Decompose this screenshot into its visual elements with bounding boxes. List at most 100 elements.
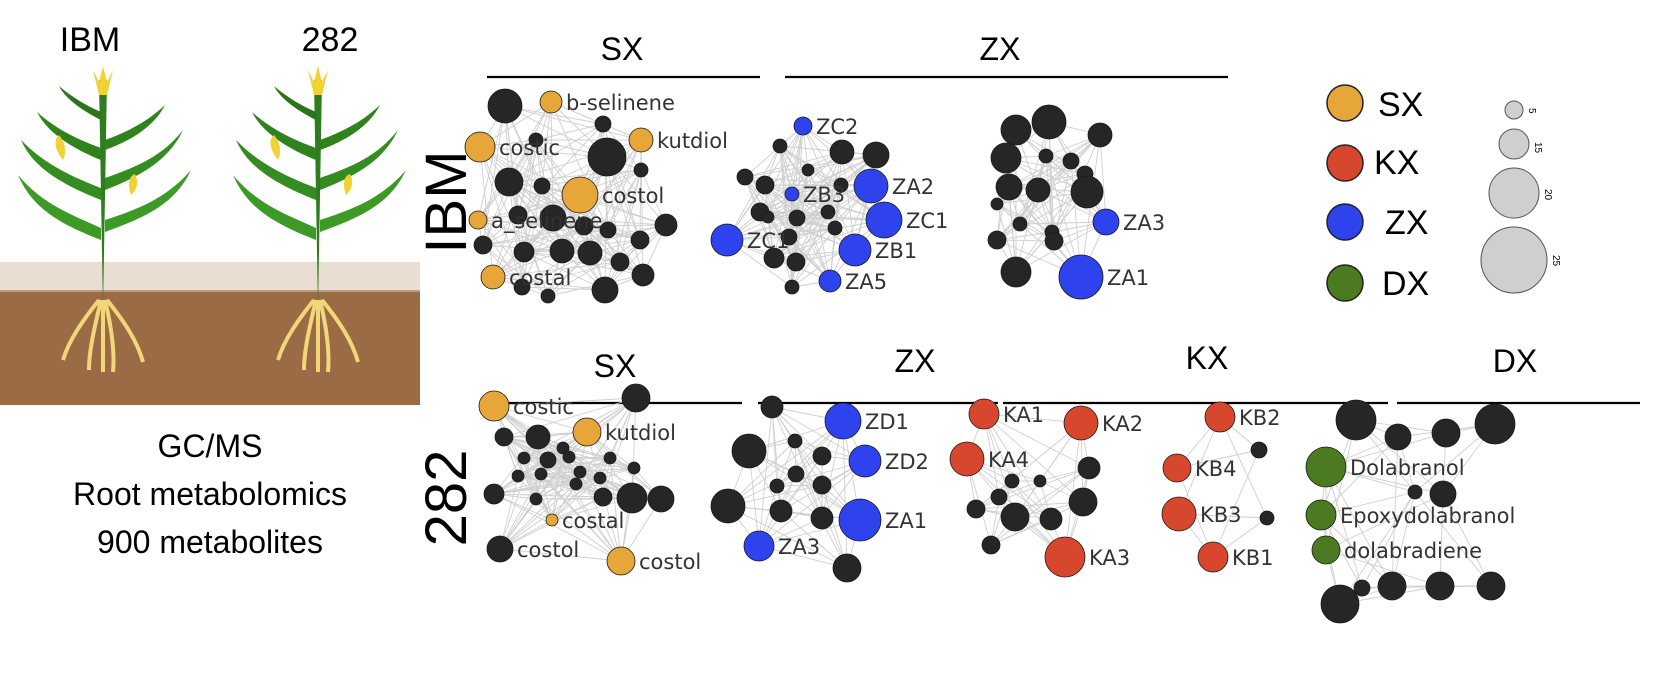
network-edge [771, 406, 866, 462]
network-edge [499, 548, 622, 562]
network-edge [788, 169, 809, 238]
metabolite-node [1476, 571, 1506, 601]
metabolite-node [1068, 487, 1098, 517]
network-edge [1414, 491, 1492, 587]
network-edge [499, 483, 577, 550]
population-label-282: 282 [302, 21, 359, 59]
network-edge [504, 105, 642, 141]
network-edge [479, 146, 494, 278]
metabolite-node [562, 450, 576, 464]
network-edge [1212, 449, 1260, 558]
network-edge [744, 125, 804, 178]
network-edge [1325, 466, 1393, 587]
network-edge [996, 191, 1088, 241]
network-edge [607, 169, 642, 231]
metabolite-node [627, 461, 641, 475]
row-label-282: 282 [414, 450, 479, 547]
metabolite-node [820, 204, 836, 220]
metabolite-node [786, 252, 806, 272]
group-header-sx: SX [601, 31, 644, 67]
size-scale-circle [1504, 100, 1524, 120]
network-edge [604, 169, 642, 291]
network-edge [796, 184, 842, 219]
metabolite-node [981, 535, 1001, 555]
metabolite-node [599, 221, 617, 239]
network-edge [517, 475, 604, 498]
metabolite-node [769, 499, 793, 523]
network-edge [983, 413, 1052, 520]
network-edge [517, 457, 611, 477]
network-edge [589, 169, 642, 254]
network-edge [493, 397, 637, 407]
metabolite-node [1353, 579, 1371, 597]
network-edge [541, 185, 606, 291]
metabolite-label: costal [509, 266, 571, 290]
metabolite-node [990, 197, 1004, 211]
metabolite-node [731, 433, 767, 469]
network-edge [975, 501, 1084, 510]
network-edge [493, 483, 577, 495]
metabolite-node [995, 173, 1023, 201]
metabolite-node [487, 88, 523, 124]
metabolite-node [862, 141, 890, 169]
metabolite-node [1000, 502, 1030, 532]
network-edge [990, 467, 1090, 546]
network-edge [791, 217, 798, 288]
metabolite-label: costol [517, 538, 579, 562]
metabolite-node [616, 482, 648, 514]
network-edge [779, 145, 798, 219]
network-edge [996, 239, 1055, 242]
maize-plant-icon [233, 66, 406, 373]
metabolite-label: KA4 [988, 448, 1029, 472]
metabolite-node [1033, 474, 1047, 488]
size-scale-circle [1498, 128, 1530, 160]
size-scale-label: 5 [1526, 108, 1537, 114]
metabolite-node [1429, 480, 1457, 508]
metabolite-node-sx [572, 417, 602, 447]
network-edge [726, 184, 842, 241]
metabolite-node [787, 433, 803, 449]
metabolite-node [810, 506, 834, 530]
network-edge [479, 146, 581, 196]
network-edge [821, 484, 848, 569]
network-edge [492, 185, 543, 278]
metabolite-node [573, 465, 587, 479]
caption-line: GC/MS [158, 428, 263, 464]
metabolite-node [647, 485, 675, 513]
size-scale-circle [1480, 226, 1548, 294]
network-edge [780, 510, 848, 569]
metabolite-label: costic [513, 395, 574, 419]
network-edge [791, 227, 836, 288]
network-edge [990, 501, 1084, 546]
network-edge [503, 397, 637, 438]
network-edge [550, 101, 609, 231]
network-edge [983, 413, 1090, 469]
metabolite-node-kx [1044, 536, 1086, 578]
metabolite-label: costal [562, 509, 624, 533]
metabolite-node [517, 451, 531, 465]
network-edge [726, 227, 836, 241]
plant-illustration [0, 66, 420, 405]
network-edge [541, 185, 641, 241]
network-edge [521, 286, 606, 291]
network-edge [482, 225, 585, 246]
legend-swatch-zx [1326, 203, 1364, 241]
network-edge [726, 145, 781, 241]
metabolite-label: ZA2 [892, 175, 934, 199]
metabolite-node [966, 499, 986, 519]
metabolite-node [1070, 175, 1104, 209]
metabolite-node-sx [539, 90, 563, 114]
network-edge [1325, 419, 1357, 551]
metabolite-node [594, 115, 612, 133]
network-edge [771, 406, 823, 519]
metabolite-node-kx [1197, 541, 1229, 573]
network-edge [1178, 416, 1221, 515]
metabolite-node [1087, 122, 1113, 148]
metabolite-node-zx [838, 498, 882, 542]
metabolite-node-sx [478, 390, 510, 422]
metabolite-node [827, 220, 843, 236]
metabolite-node [801, 163, 815, 177]
metabolite-node [539, 204, 567, 232]
metabolite-node [529, 492, 543, 506]
